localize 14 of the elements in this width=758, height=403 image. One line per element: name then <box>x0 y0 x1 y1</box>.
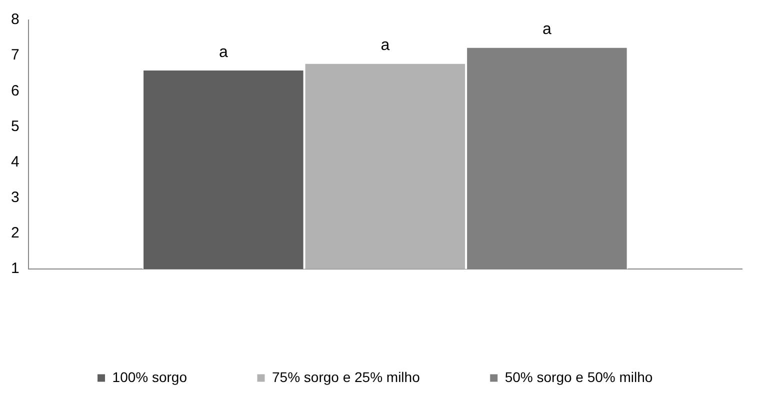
y-tick-label: 3 <box>11 189 20 206</box>
y-tick-label: 1 <box>11 260 20 278</box>
data-label: a <box>380 37 390 54</box>
legend-label: 75% sorgo e 25% milho <box>272 368 420 385</box>
data-label: a <box>218 44 228 61</box>
y-tick-label: 6 <box>11 82 20 100</box>
y-tick-label: 2 <box>11 224 20 242</box>
y-tick-label: 5 <box>11 118 20 135</box>
y-tick-label: 4 <box>11 153 20 170</box>
y-tick-label: 7 <box>11 46 20 64</box>
legend-label: 100% sorgo <box>112 368 188 385</box>
data-label: a <box>542 21 552 38</box>
y-tick-label: 8 <box>11 11 20 28</box>
legend-label: 50% sorgo e 50% milho <box>504 368 653 385</box>
